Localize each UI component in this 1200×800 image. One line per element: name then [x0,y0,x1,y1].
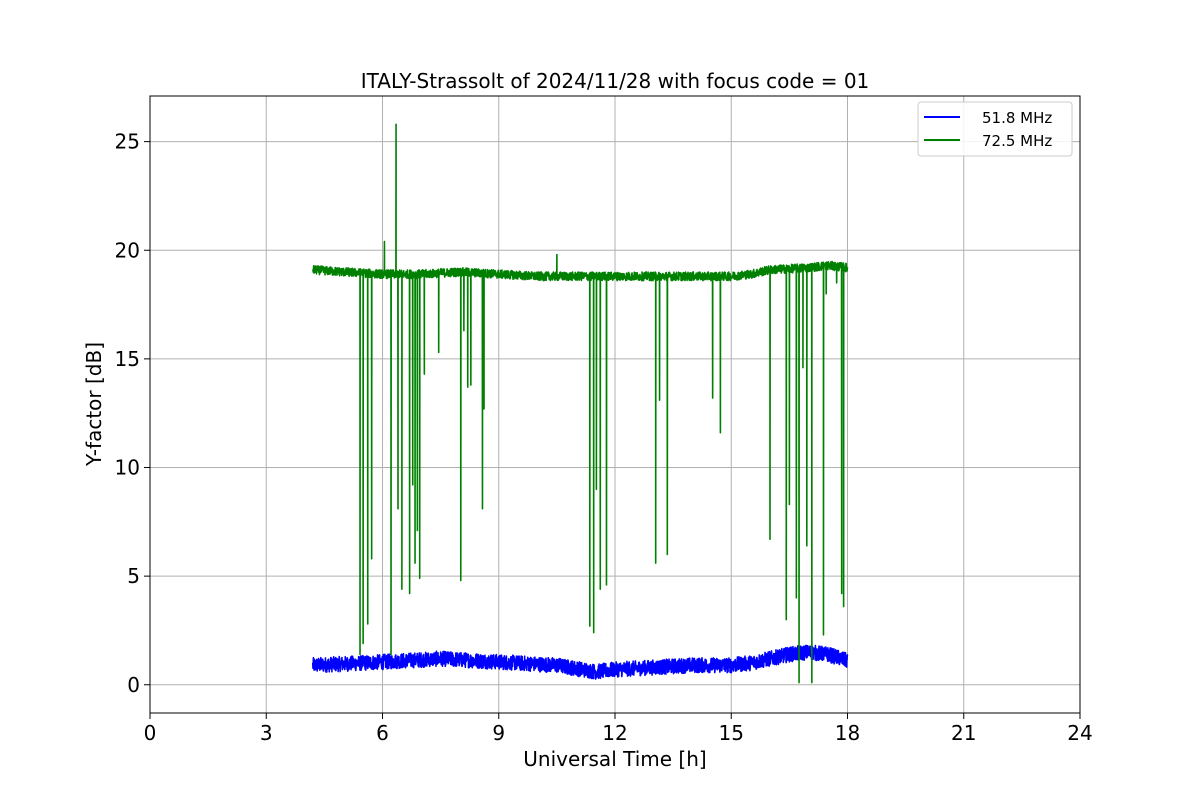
x-tick-label: 9 [492,721,505,745]
y-tick-label: 20 [115,238,140,262]
x-tick-label: 3 [260,721,273,745]
y-tick-label: 15 [115,347,140,371]
y-tick-label: 5 [127,564,140,588]
y-tick-label: 10 [115,456,140,480]
x-tick-label: 24 [1067,721,1092,745]
series-layer [311,123,849,684]
x-tick-label: 15 [719,721,744,745]
legend-box [917,101,1073,157]
chart-title: ITALY-Strassolt of 2024/11/28 with focus… [361,69,870,93]
series-line-51-8-mhz [311,644,849,680]
legend-label-72-5: 72.5 MHz [982,132,1052,150]
legend-label-51-8: 51.8 MHz [982,109,1052,127]
x-tick-label: 12 [602,721,627,745]
y-tick-label: 25 [115,130,140,154]
x-tick-label: 18 [835,721,860,745]
x-axis-label: Universal Time [h] [523,747,706,771]
x-tick-label: 21 [951,721,976,745]
ticks: 0 3 6 9 12 15 18 21 24 0 5 10 15 20 25 [115,130,1093,745]
x-tick-label: 0 [144,721,157,745]
y-tick-label: 0 [127,673,140,697]
legend: 51.8 MHz 72.5 MHz [917,101,1073,157]
y-axis-label: Y-factor [dB] [82,342,106,467]
x-tick-label: 6 [376,721,389,745]
series-line-72-5-mhz [312,123,849,684]
